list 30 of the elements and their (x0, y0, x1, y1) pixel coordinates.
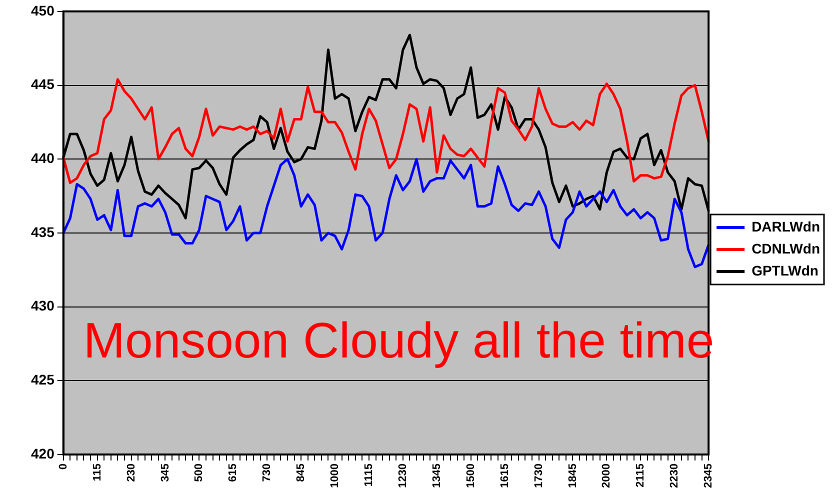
x-tick-label: 500 (193, 464, 206, 482)
x-tick-label: 1000 (329, 464, 342, 488)
x-tick-label: 1115 (363, 464, 376, 487)
y-tick-label: 435 (31, 224, 55, 240)
x-tick-label: 730 (261, 464, 274, 482)
y-tick-label: 450 (31, 2, 55, 18)
x-tick-label: 845 (295, 464, 308, 482)
x-tick-label: 2115 (634, 464, 647, 488)
y-tick-label: 420 (31, 445, 55, 462)
x-tick-label: 230 (125, 464, 138, 482)
x-tick-label: 1230 (396, 464, 409, 488)
x-tick-label: 615 (227, 464, 240, 482)
x-tick-label: 1615 (498, 464, 511, 488)
x-tick-label: 115 (91, 464, 104, 482)
y-tick-label: 425 (31, 372, 55, 388)
legend-label: DARLWdn (752, 218, 820, 234)
x-tick-label: 2230 (668, 464, 681, 488)
x-tick-label: 345 (159, 464, 172, 482)
x-tick-label: 1500 (464, 464, 477, 488)
legend-label: CDNLWdn (752, 240, 820, 256)
x-tick-label: 1845 (566, 464, 579, 488)
y-tick-label: 430 (31, 298, 55, 314)
x-tick-label: 2345 (702, 464, 715, 488)
y-tick-label: 440 (31, 150, 55, 166)
x-tick-label: 0 (57, 464, 70, 470)
legend-label: GPTLWdn (752, 262, 818, 278)
x-tick-label: 1730 (532, 464, 545, 488)
y-tick-label: 445 (31, 76, 55, 92)
x-tick-label: 2000 (600, 464, 613, 488)
x-tick-label: 1345 (430, 464, 443, 488)
